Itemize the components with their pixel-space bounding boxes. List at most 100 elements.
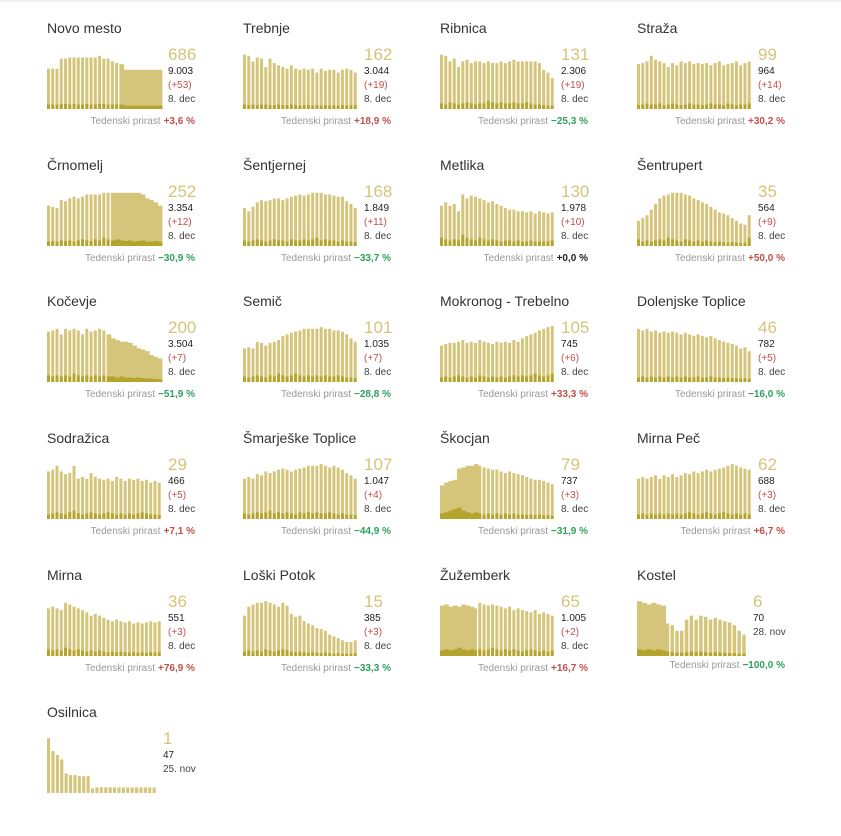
bar-total	[340, 469, 344, 519]
bar-new	[671, 514, 675, 519]
bar-total	[503, 341, 507, 382]
bar-new	[255, 239, 259, 246]
bar-total	[152, 787, 156, 793]
bar-chart	[440, 54, 554, 109]
bar-new	[679, 514, 683, 519]
bar-new	[550, 240, 554, 246]
bar-total	[499, 342, 503, 382]
bar-new	[645, 377, 649, 382]
bar-total	[82, 776, 86, 793]
bar-total	[457, 606, 462, 656]
bar-total	[130, 787, 134, 793]
bar-total	[641, 218, 645, 246]
bar-new	[688, 512, 692, 519]
bar-new	[683, 239, 687, 246]
bar-total	[709, 336, 713, 382]
bar-total	[149, 355, 154, 382]
municipality-name: Osilnica	[47, 704, 97, 720]
bar-chart	[243, 54, 357, 109]
bar-new	[89, 240, 93, 246]
bar-total	[345, 201, 349, 246]
bar-total	[106, 334, 112, 382]
bar-total	[306, 328, 310, 382]
bar-new	[525, 102, 529, 109]
bar-new	[136, 652, 140, 656]
bar-total	[671, 63, 675, 109]
bar-new	[478, 513, 482, 519]
weekly-growth: Tedenski prirast +3,6 %	[91, 116, 195, 128]
bar-total	[529, 612, 533, 656]
bar-new	[478, 103, 482, 109]
bar-total	[696, 200, 700, 246]
bar-new	[289, 651, 293, 656]
bar-total	[717, 340, 721, 382]
bar-total	[457, 341, 460, 382]
bar-new	[486, 377, 490, 382]
bar-total	[739, 467, 743, 519]
bar-new	[482, 239, 486, 246]
bar-total	[336, 467, 340, 519]
bar-new	[550, 650, 554, 656]
bar-total	[542, 328, 546, 382]
bar-new	[59, 650, 63, 656]
bar-total	[452, 58, 456, 109]
bar-total	[671, 331, 675, 382]
bar-new	[311, 513, 315, 519]
bar-new	[277, 104, 281, 109]
bar-total	[247, 606, 251, 656]
bar-total	[110, 338, 116, 382]
bar-new	[268, 105, 272, 109]
bar-new	[440, 513, 445, 519]
bar-total	[272, 604, 276, 656]
bar-total	[478, 602, 482, 656]
bar-new	[465, 237, 469, 246]
bar-new	[294, 373, 298, 382]
bar-new	[110, 513, 114, 519]
bar-new	[64, 647, 67, 656]
bar-new	[68, 512, 72, 519]
bar-total	[336, 196, 340, 246]
municipality-card: Sodražica 29 466 (+5) 8. dec Tedenski pr…	[47, 430, 227, 562]
bar-total	[251, 61, 255, 109]
bar-new	[730, 514, 734, 519]
bar-total	[157, 482, 161, 519]
bar-total	[457, 67, 460, 109]
bar-new	[281, 513, 285, 519]
bar-new	[81, 239, 85, 246]
bar-total	[722, 213, 726, 246]
bar-total	[444, 343, 448, 382]
bar-total	[311, 465, 315, 519]
bar-total	[68, 473, 72, 519]
bar-new	[106, 104, 110, 109]
last-date: 8. dec	[561, 504, 589, 515]
bar-new	[709, 513, 713, 519]
bar-new	[110, 104, 114, 109]
bar-total	[349, 642, 353, 656]
bar-new	[93, 239, 97, 246]
bar-new	[328, 105, 332, 109]
bar-new	[457, 507, 462, 519]
bar-total	[542, 612, 546, 656]
bar-total	[692, 64, 696, 109]
bar-total	[649, 331, 653, 382]
bar-total	[550, 326, 554, 382]
bar-total	[115, 477, 119, 519]
bar-new	[47, 375, 50, 382]
last-date: 8. dec	[168, 641, 196, 652]
bar-total	[660, 605, 667, 656]
bar-total	[709, 471, 713, 519]
bar-new	[289, 513, 293, 519]
bar-total	[696, 334, 700, 382]
municipality-name: Ribnica	[440, 20, 487, 36]
weekly-growth: Tedenski prirast +6,7 %	[681, 526, 785, 538]
bar-new	[311, 376, 315, 382]
bar-new	[136, 240, 142, 246]
bar-total	[703, 616, 708, 656]
bar-total	[645, 478, 649, 519]
bar-new	[726, 242, 730, 246]
bar-total	[260, 58, 263, 109]
bar-new	[127, 105, 133, 109]
bar-total	[47, 738, 51, 793]
bar-new	[465, 512, 471, 519]
total-cases: 47	[163, 750, 175, 761]
